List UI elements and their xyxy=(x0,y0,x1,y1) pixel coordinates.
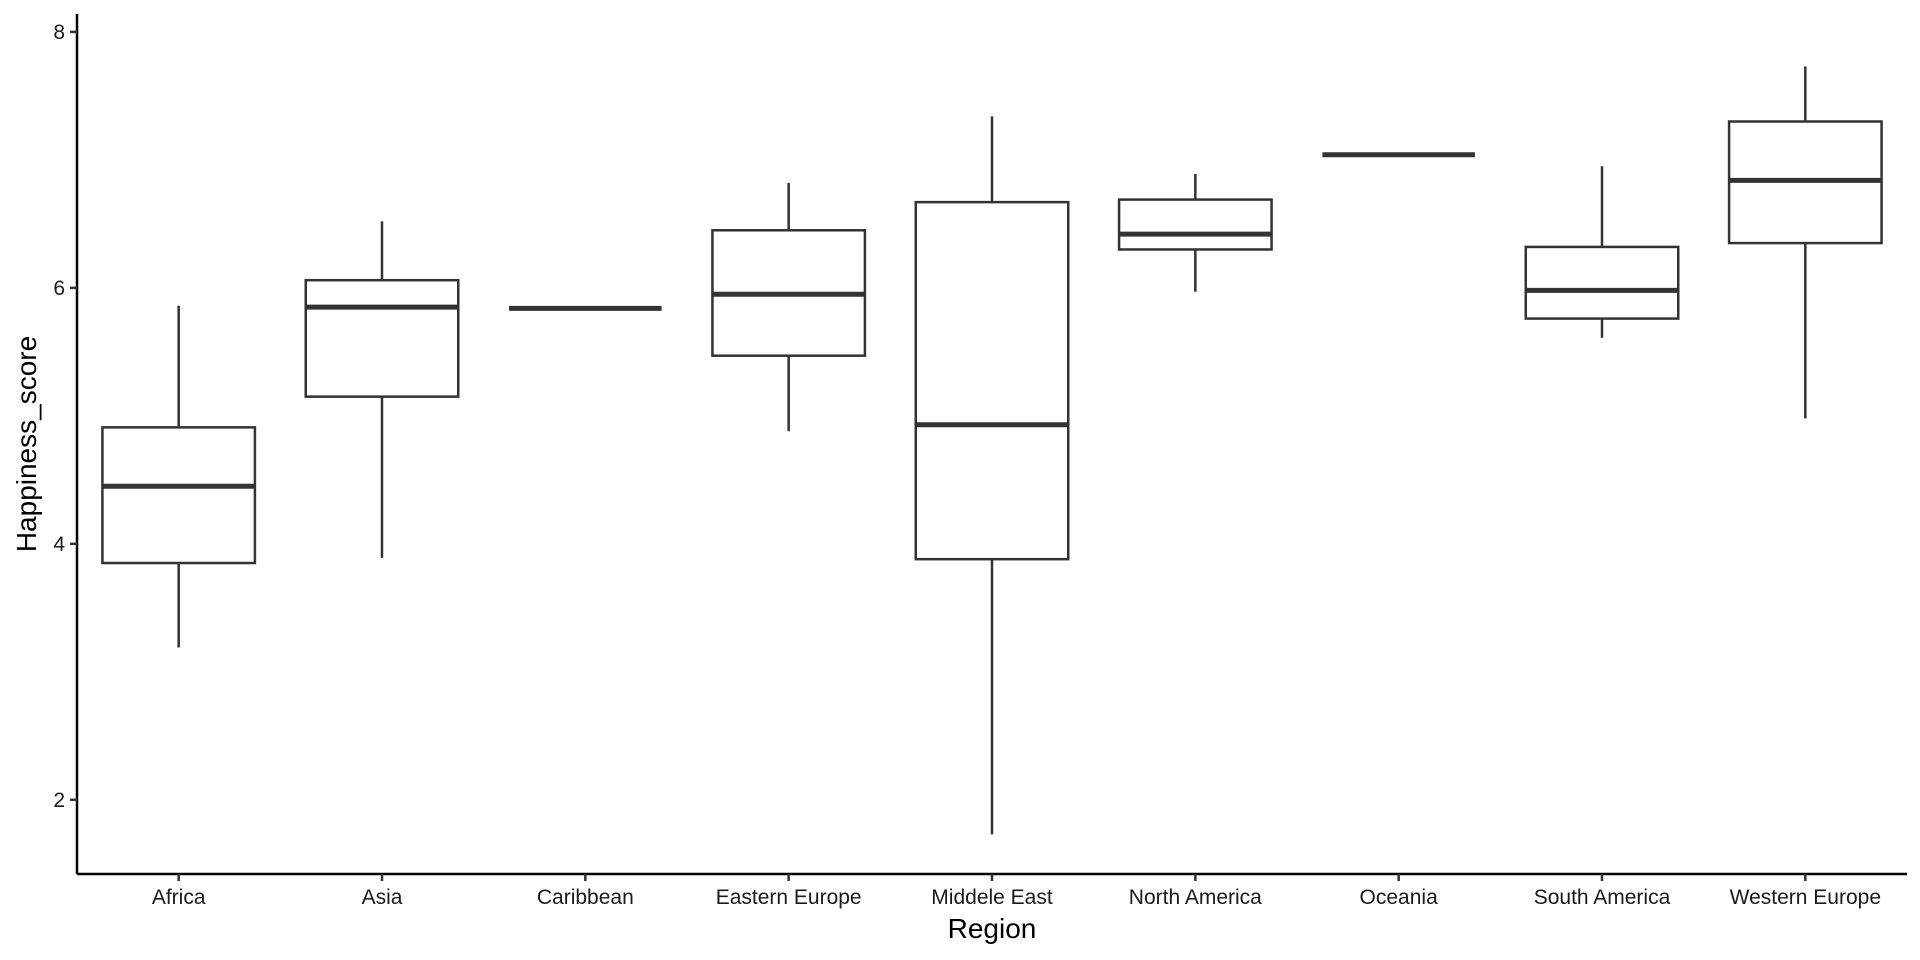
box-group xyxy=(914,116,1070,835)
iqr-box xyxy=(914,200,1070,561)
x-tick-label: Western Europe xyxy=(1730,886,1881,909)
box-group xyxy=(101,305,257,648)
box-group xyxy=(1727,66,1883,419)
x-tick-label: South America xyxy=(1534,886,1671,909)
y-axis-ticks: 2 4 6 8 xyxy=(53,21,77,812)
box-group xyxy=(304,221,460,558)
y-tick-label: 2 xyxy=(53,789,65,812)
iqr-box xyxy=(101,426,257,565)
box-group xyxy=(1117,173,1273,292)
x-tick-label: Oceania xyxy=(1360,886,1439,909)
x-axis-ticks: Africa Asia Caribbean Eastern Europe Middele… xyxy=(152,874,1881,909)
y-tick-label: 4 xyxy=(53,533,65,556)
x-tick-label: Asia xyxy=(362,886,403,909)
x-tick-label: Caribbean xyxy=(537,886,634,909)
x-axis-title: Region xyxy=(948,913,1037,944)
box-group xyxy=(711,182,867,432)
iqr-box xyxy=(304,278,460,398)
y-tick-label: 6 xyxy=(53,277,65,300)
box-group xyxy=(1524,166,1680,338)
x-tick-label: North America xyxy=(1129,886,1262,909)
x-tick-label: Middele East xyxy=(931,886,1053,909)
x-tick-label: Eastern Europe xyxy=(716,886,862,909)
iqr-box xyxy=(1117,198,1273,251)
y-tick-label: 8 xyxy=(53,21,65,44)
iqr-box xyxy=(1524,245,1680,320)
plot-area xyxy=(101,66,1883,835)
y-axis-title: Happiness_score xyxy=(11,336,42,552)
x-tick-label: Africa xyxy=(152,886,206,909)
